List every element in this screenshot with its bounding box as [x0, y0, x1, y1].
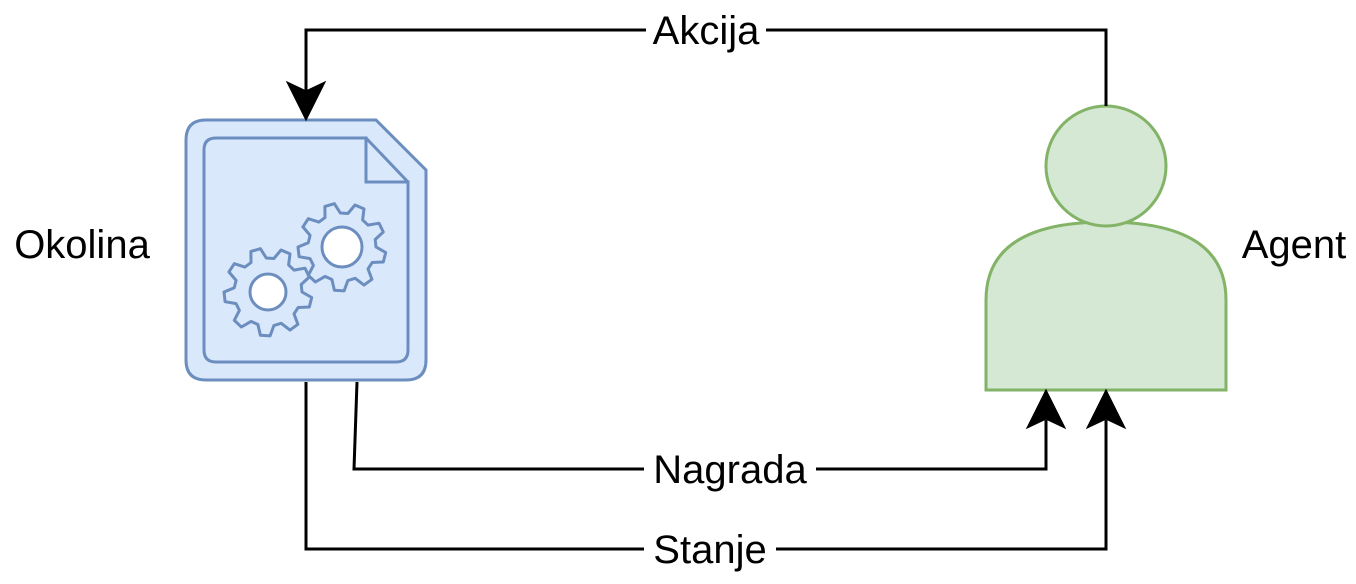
gear-icon: [222, 247, 314, 338]
agent-node: Agent: [984, 104, 1347, 392]
gear-document-icon: [184, 118, 428, 382]
agent-label: Agent: [1242, 223, 1347, 267]
action-arrowhead: [285, 80, 327, 122]
action-label: Akcija: [653, 9, 760, 53]
gear-hole: [320, 225, 364, 269]
state-edge: Stanje: [304, 382, 1127, 572]
state-label: Stanje: [653, 528, 766, 572]
reward-label: Nagrada: [653, 448, 807, 492]
action-edge: Akcija: [285, 9, 1108, 122]
reward-edge: Nagrada: [352, 381, 1067, 492]
user-icon: [984, 104, 1228, 392]
reward-arrowhead: [1025, 388, 1067, 430]
environment-node: Okolina: [14, 118, 428, 382]
environment-label: Okolina: [14, 223, 150, 267]
gear-icon: [296, 202, 388, 293]
state-arrowhead: [1085, 388, 1127, 430]
gear-hole: [248, 272, 288, 312]
